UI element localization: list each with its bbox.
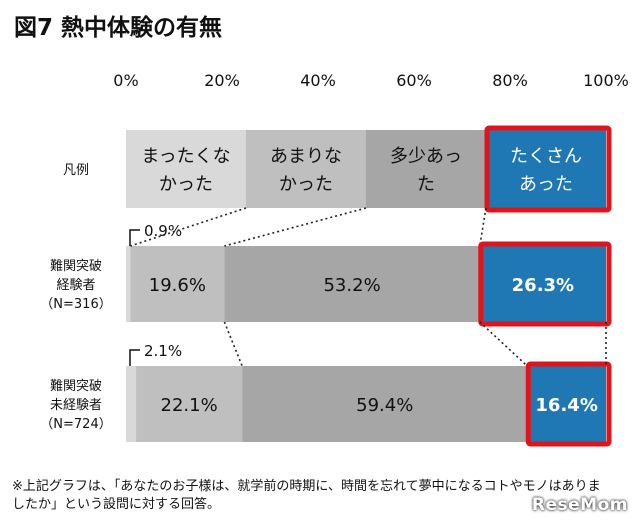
legend-swatch bbox=[366, 130, 486, 208]
bar-segment bbox=[130, 246, 225, 322]
bar-segment bbox=[479, 246, 606, 322]
bar-segment bbox=[242, 366, 528, 442]
legend-label: あまりな bbox=[270, 146, 342, 167]
legend-label: かった bbox=[279, 174, 333, 195]
callout-bracket bbox=[129, 349, 140, 366]
connector-line bbox=[478, 207, 487, 247]
row-label: （N=316） bbox=[40, 297, 111, 312]
legend-row-label: 凡例 bbox=[63, 163, 89, 178]
legend-label: まったくな bbox=[141, 146, 230, 167]
x-tick-label: 40% bbox=[300, 71, 336, 90]
connector-line bbox=[224, 207, 367, 247]
legend-swatch bbox=[126, 130, 246, 208]
segment-highlight-frame bbox=[525, 361, 612, 447]
bar-segment bbox=[126, 366, 137, 442]
legend-label: た bbox=[417, 174, 435, 195]
x-tick-label: 20% bbox=[204, 71, 240, 90]
legend-swatch bbox=[246, 130, 366, 208]
data-label: 19.6% bbox=[149, 275, 206, 296]
data-label: 59.4% bbox=[356, 395, 413, 416]
legend-label: かった bbox=[159, 174, 213, 195]
watermark-logo: ReseMom bbox=[531, 495, 628, 515]
bar-segment bbox=[527, 366, 606, 442]
bar-segment bbox=[126, 246, 131, 322]
legend-swatch bbox=[486, 130, 606, 208]
legend-highlight-frame bbox=[484, 125, 612, 213]
chart-title: 図7 熱中体験の有無 bbox=[14, 15, 223, 41]
row-label: 未経験者 bbox=[50, 398, 102, 413]
row-label: 難関突破 bbox=[50, 378, 102, 394]
bar-segment bbox=[136, 366, 243, 442]
data-label: 0.9% bbox=[144, 222, 182, 240]
data-label: 16.4% bbox=[535, 395, 597, 416]
connector-line bbox=[223, 321, 243, 367]
segment-highlight-frame bbox=[478, 241, 612, 327]
connector-line bbox=[130, 207, 247, 247]
x-tick-label: 100% bbox=[583, 71, 629, 90]
legend-label: あった bbox=[519, 174, 573, 195]
footnote: ※上記グラフは、「あなたのお子様は、就学前の時期に、時間を忘れて夢中になるコトや… bbox=[12, 479, 601, 512]
legend-label: 多少あっ bbox=[390, 146, 462, 167]
row-label: 経験者 bbox=[56, 278, 95, 293]
callout-bracket bbox=[129, 229, 140, 246]
data-label: 53.2% bbox=[323, 275, 380, 296]
x-tick-label: 60% bbox=[396, 71, 432, 90]
row-label: （N=724） bbox=[40, 417, 111, 432]
x-tick-label: 80% bbox=[492, 71, 528, 90]
data-label: 22.1% bbox=[161, 395, 218, 416]
connector-line bbox=[479, 321, 528, 367]
data-label: 2.1% bbox=[144, 342, 182, 360]
x-tick-label: 0% bbox=[113, 71, 138, 90]
row-label: 難関突破 bbox=[50, 258, 102, 274]
legend-label: たくさん bbox=[510, 146, 582, 167]
bar-segment bbox=[224, 246, 480, 322]
data-label: 26.3% bbox=[512, 275, 574, 296]
